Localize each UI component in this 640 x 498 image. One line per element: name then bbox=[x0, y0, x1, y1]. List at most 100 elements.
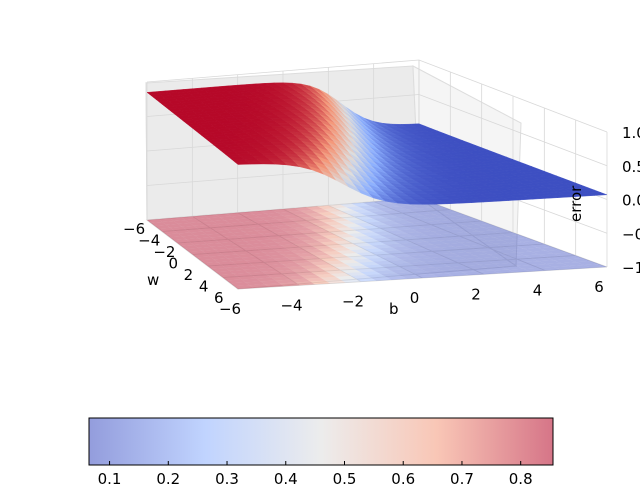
contour-cell bbox=[345, 272, 366, 276]
contour-cell bbox=[425, 270, 448, 275]
contour-cell bbox=[336, 250, 357, 254]
contour-cell bbox=[445, 212, 466, 217]
contour-cell bbox=[311, 209, 330, 213]
contour-cell bbox=[261, 232, 279, 237]
contour-cell bbox=[458, 261, 480, 266]
contour-cell bbox=[405, 225, 426, 230]
contour-cell bbox=[200, 259, 218, 264]
contour-cell bbox=[466, 251, 489, 256]
contour-cell bbox=[177, 223, 194, 227]
contour-cell bbox=[464, 264, 487, 269]
contour-cell bbox=[249, 262, 269, 267]
contour-cell bbox=[237, 275, 257, 280]
contour-cell bbox=[359, 212, 379, 216]
contour-cell bbox=[196, 218, 213, 223]
contour-cell bbox=[300, 216, 319, 221]
contour-cell bbox=[353, 258, 374, 263]
contour-cell bbox=[425, 247, 447, 252]
contour-cell bbox=[282, 214, 301, 219]
contour-cell bbox=[169, 217, 186, 222]
contour-cell bbox=[364, 248, 385, 253]
contour-cell bbox=[215, 248, 233, 253]
contour-cell bbox=[326, 244, 346, 249]
contour-cell bbox=[386, 236, 407, 241]
contour-cell bbox=[300, 210, 318, 214]
contour-cell bbox=[206, 243, 224, 247]
contour-cell bbox=[318, 218, 337, 223]
contour-cell bbox=[416, 218, 437, 222]
contour-cell bbox=[240, 237, 259, 242]
contour-cell bbox=[194, 234, 212, 239]
contour-cell bbox=[418, 224, 439, 229]
colorbar-frame bbox=[88, 417, 554, 466]
contour-cell bbox=[361, 255, 382, 259]
contour-cell bbox=[405, 245, 426, 250]
contour-cell bbox=[239, 227, 257, 232]
contour-cell bbox=[437, 259, 459, 264]
contour-cell bbox=[233, 272, 253, 277]
contour-cell bbox=[263, 242, 282, 247]
contour-cell bbox=[245, 249, 264, 254]
contour-cell bbox=[409, 215, 429, 219]
contour-cell bbox=[258, 268, 278, 272]
contour-cell bbox=[283, 237, 303, 242]
contour-cell bbox=[263, 226, 281, 230]
contour-cell bbox=[411, 204, 431, 209]
contour-cell bbox=[436, 219, 457, 224]
contour-cell bbox=[471, 267, 493, 272]
contour-cell bbox=[323, 208, 342, 212]
contour-cell bbox=[406, 208, 427, 213]
contour-cell bbox=[516, 264, 539, 269]
b-tick-label: −2 bbox=[342, 293, 364, 311]
contour-cell bbox=[245, 259, 264, 264]
contour-cell bbox=[509, 255, 532, 260]
contour-cell bbox=[241, 247, 260, 251]
contour-cell bbox=[380, 234, 400, 238]
contour-cell bbox=[376, 254, 397, 258]
contour-cell bbox=[286, 275, 306, 280]
contour-cell bbox=[398, 222, 419, 227]
contour-cell bbox=[288, 210, 307, 215]
contour-cell bbox=[212, 220, 230, 225]
contour-cell bbox=[299, 246, 318, 251]
contour-cell bbox=[488, 246, 510, 251]
contour-cell bbox=[202, 230, 220, 235]
error-tick-label: 1.0 bbox=[622, 124, 640, 142]
contour-cell bbox=[173, 220, 190, 224]
contour-cell bbox=[192, 215, 209, 220]
contour-cell bbox=[509, 262, 532, 266]
contour-cell bbox=[271, 276, 291, 281]
contour-cell bbox=[418, 207, 439, 212]
contour-cell bbox=[391, 219, 412, 224]
contour-cell bbox=[451, 259, 473, 263]
contour-cell bbox=[508, 242, 531, 246]
contour-cell bbox=[380, 203, 400, 208]
contour-cell bbox=[387, 259, 408, 264]
contour-cell bbox=[241, 256, 260, 261]
contour-cell bbox=[354, 215, 373, 220]
contour-cell bbox=[226, 228, 244, 233]
contour-cell bbox=[322, 234, 342, 239]
contour-cell bbox=[328, 253, 348, 258]
contour-cell bbox=[305, 226, 324, 231]
contour-cell bbox=[234, 285, 254, 289]
contour-cell bbox=[523, 247, 546, 252]
contour-cell bbox=[361, 232, 381, 236]
contour-cell bbox=[230, 282, 250, 287]
contour-cell bbox=[317, 248, 337, 252]
contour-cell bbox=[453, 245, 475, 250]
contour-cell bbox=[202, 240, 220, 245]
contour-cell bbox=[324, 221, 343, 226]
contour-cell bbox=[386, 276, 408, 280]
w-tick-label: 2 bbox=[184, 266, 194, 284]
contour-cell bbox=[317, 205, 335, 210]
contour-cell bbox=[229, 222, 247, 226]
contour-cell bbox=[538, 260, 562, 264]
contour-cell bbox=[246, 224, 264, 228]
contour-cell bbox=[438, 253, 460, 258]
contour-cell bbox=[545, 249, 568, 254]
contour-cell bbox=[342, 223, 362, 228]
b-tick-label: −6 bbox=[219, 300, 241, 318]
colorbar-tick-label: 0.1 bbox=[98, 470, 122, 488]
